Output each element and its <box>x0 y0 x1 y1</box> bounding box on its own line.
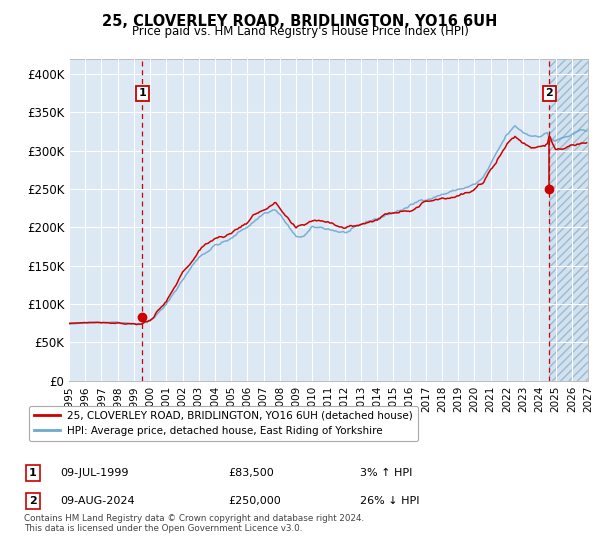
Text: £83,500: £83,500 <box>228 468 274 478</box>
Text: 25, CLOVERLEY ROAD, BRIDLINGTON, YO16 6UH: 25, CLOVERLEY ROAD, BRIDLINGTON, YO16 6U… <box>103 14 497 29</box>
Text: Price paid vs. HM Land Registry's House Price Index (HPI): Price paid vs. HM Land Registry's House … <box>131 25 469 38</box>
Text: 1: 1 <box>29 468 37 478</box>
Text: Contains HM Land Registry data © Crown copyright and database right 2024.
This d: Contains HM Land Registry data © Crown c… <box>24 514 364 533</box>
Text: 2: 2 <box>29 496 37 506</box>
Text: 1: 1 <box>139 88 146 99</box>
Bar <box>549 59 588 381</box>
Text: 2: 2 <box>545 88 553 99</box>
Text: 09-JUL-1999: 09-JUL-1999 <box>60 468 128 478</box>
Text: £250,000: £250,000 <box>228 496 281 506</box>
Text: 26% ↓ HPI: 26% ↓ HPI <box>360 496 419 506</box>
Text: 09-AUG-2024: 09-AUG-2024 <box>60 496 134 506</box>
Text: 3% ↑ HPI: 3% ↑ HPI <box>360 468 412 478</box>
Legend: 25, CLOVERLEY ROAD, BRIDLINGTON, YO16 6UH (detached house), HPI: Average price, : 25, CLOVERLEY ROAD, BRIDLINGTON, YO16 6U… <box>29 405 418 441</box>
Bar <box>549 59 588 381</box>
